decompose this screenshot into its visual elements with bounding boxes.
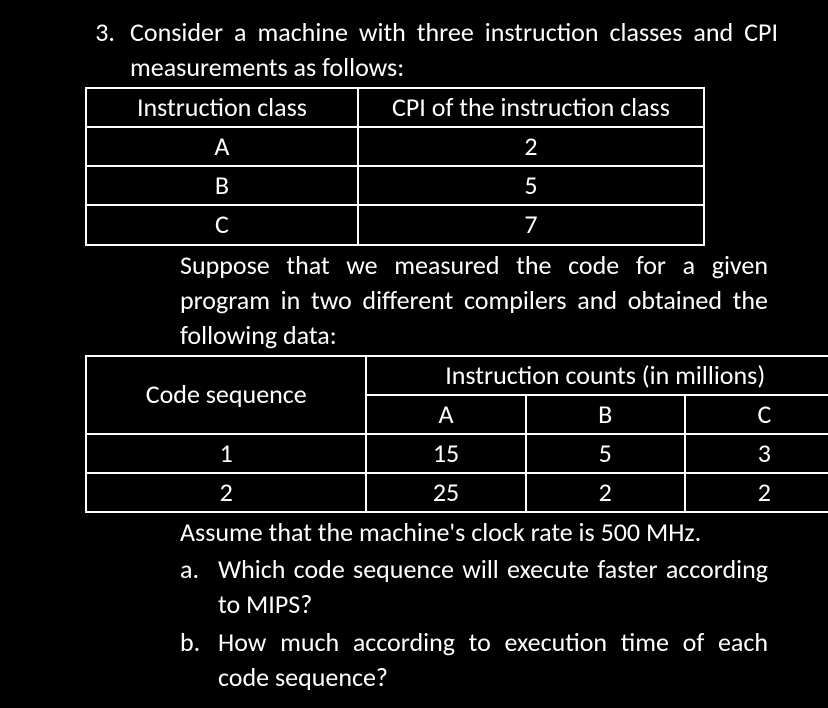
table-row: 2 25 2 2 — [86, 473, 828, 512]
table-row: A 2 — [86, 127, 704, 166]
table-row: Instruction class CPI of the instruction… — [86, 88, 704, 127]
table-cell: 2 — [685, 473, 828, 512]
table-row: C 7 — [86, 205, 704, 244]
table-row: Code sequence Instruction counts (in mil… — [86, 356, 828, 395]
table-cell: C — [86, 205, 358, 244]
table-header-cell: C — [685, 395, 828, 434]
cpi-table: Instruction class CPI of the instruction… — [85, 87, 705, 245]
table-header-cell: CPI of the instruction class — [358, 88, 704, 127]
subparts-list: a. Which code sequence will execute fast… — [180, 552, 778, 694]
subpart-text: How much according to execution time of … — [218, 625, 778, 695]
subpart-b: b. How much according to execution time … — [180, 625, 778, 695]
table-cell: 15 — [366, 434, 525, 473]
question-number: 3. — [50, 15, 130, 85]
subpart-letter: b. — [180, 625, 218, 695]
table-header-cell: A — [366, 395, 525, 434]
table-cell: 3 — [685, 434, 828, 473]
question-intro: Consider a machine with three instructio… — [130, 15, 778, 85]
table-row: B 5 — [86, 166, 704, 205]
table-cell: 25 — [366, 473, 525, 512]
question-header: 3. Consider a machine with three instruc… — [50, 15, 778, 85]
table-row: 1 15 5 3 — [86, 434, 828, 473]
table-cell: 2 — [86, 473, 366, 512]
table-cell: 1 — [86, 434, 366, 473]
table-header-cell: Instruction class — [86, 88, 358, 127]
table-cell: 2 — [358, 127, 704, 166]
subpart-a: a. Which code sequence will execute fast… — [180, 552, 778, 622]
assume-text: Assume that the machine's clock rate is … — [180, 515, 778, 550]
table-cell: A — [86, 127, 358, 166]
instruction-counts-table: Code sequence Instruction counts (in mil… — [85, 355, 828, 513]
subpart-text: Which code sequence will execute faster … — [218, 552, 778, 622]
table-cell: 7 — [358, 205, 704, 244]
table-cell: 5 — [358, 166, 704, 205]
table-header-cell: Code sequence — [86, 356, 366, 434]
subpart-letter: a. — [180, 552, 218, 622]
table-cell: B — [86, 166, 358, 205]
table-header-cell: Instruction counts (in millions) — [366, 356, 828, 395]
mid-paragraph: Suppose that we measured the code for a … — [180, 248, 768, 353]
table-header-cell: B — [526, 395, 685, 434]
table-cell: 2 — [526, 473, 685, 512]
table-cell: 5 — [526, 434, 685, 473]
